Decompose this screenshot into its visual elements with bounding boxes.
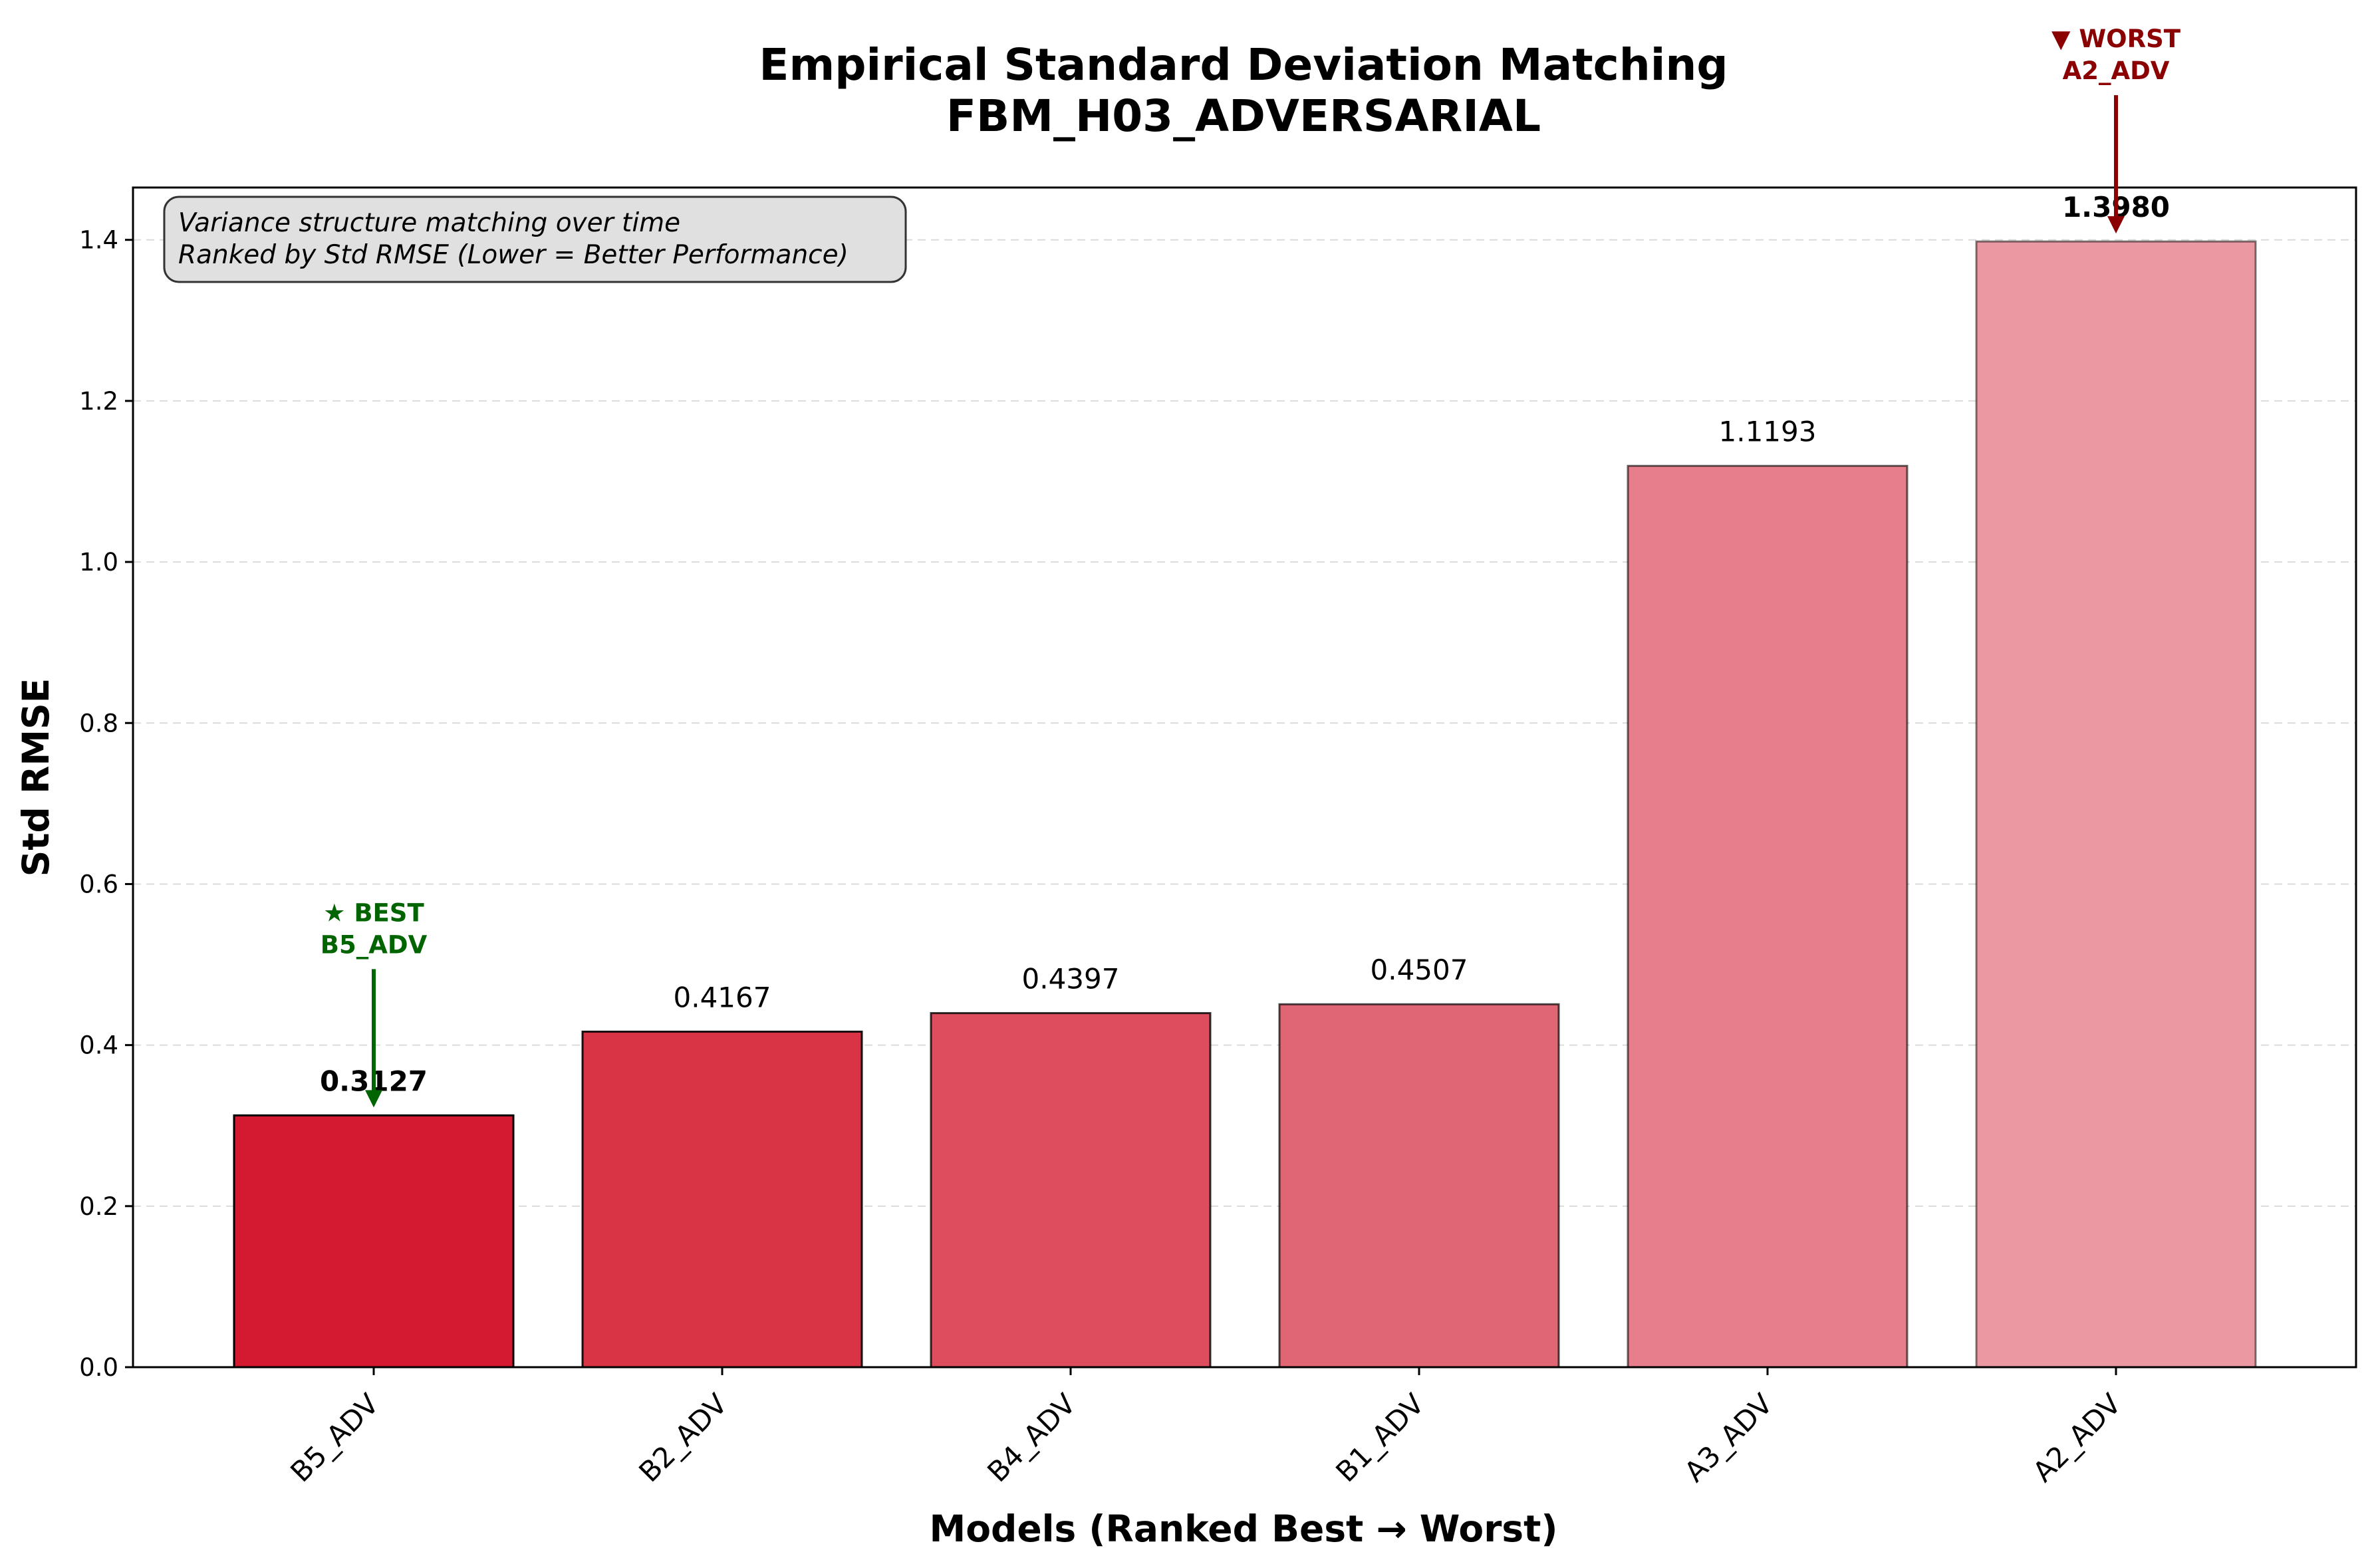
best-arrow-head [365,1090,382,1108]
worst-annotation-model: A2_ADV [2063,57,2170,85]
info-box-frame [163,196,907,283]
x-axis-ticks: B5_ADV B2_ADV B4_ADV B1_ADV A3_ADV A2_ADV [284,1367,2127,1488]
value-label: 0.4167 [674,981,771,1013]
bar-A3_ADV [1627,465,1909,1369]
annotations: ★ BEST B5_ADV ▼ WORST A2_ADV [321,25,2181,1108]
bar-A2_ADV [1975,240,2257,1369]
best-annotation-label: ★ BEST [323,898,424,927]
value-label: 1.1193 [1719,416,1817,448]
info-box-line-1: Variance structure matching over time [178,208,680,238]
y-tick-label: 1.2 [79,387,118,416]
x-tick-label: A2_ADV [2026,1387,2127,1488]
info-box: Variance structure matching over time Ra… [163,196,907,283]
chart-subtitle: FBM_H03_ADVERSARIAL [946,90,1541,142]
y-axis-ticks: 0.0 0.2 0.4 0.6 0.8 1.0 1.2 1.4 [79,226,133,1382]
y-axis-label: Std RMSE [15,678,57,877]
info-box-line-2: Ranked by Std RMSE (Lower = Better Perfo… [178,240,849,270]
x-tick-label: B5_ADV [284,1387,385,1488]
y-tick-label: 0.0 [79,1353,118,1382]
bar-B5_ADV [233,1114,515,1369]
chart-title: Empirical Standard Deviation Matching [759,39,1728,90]
best-annotation-model: B5_ADV [321,930,428,959]
y-tick-label: 0.2 [79,1192,118,1221]
y-tick-label: 0.8 [79,709,118,737]
bar-B4_ADV [930,1012,1212,1369]
value-label: 0.4507 [1371,954,1468,986]
bars [233,240,2257,1369]
x-tick-label: B2_ADV [632,1387,733,1488]
x-tick-label: B1_ADV [1329,1387,1430,1488]
bar-B2_ADV [581,1030,863,1369]
value-label: 0.4397 [1022,963,1120,995]
y-tick-label: 1.0 [79,548,118,577]
x-axis-label: Models (Ranked Best → Worst) [929,1507,1557,1550]
worst-annotation-label: ▼ WORST [2051,25,2181,53]
x-tick-label: B4_ADV [981,1387,1082,1488]
y-tick-label: 1.4 [79,226,118,255]
plot-frame [132,186,2357,1369]
x-tick-label: A3_ADV [1678,1387,1779,1488]
y-tick-label: 0.6 [79,870,118,898]
bar-B1_ADV [1278,1003,1560,1369]
y-tick-label: 0.4 [79,1031,118,1060]
worst-arrow-head [2107,216,2125,234]
